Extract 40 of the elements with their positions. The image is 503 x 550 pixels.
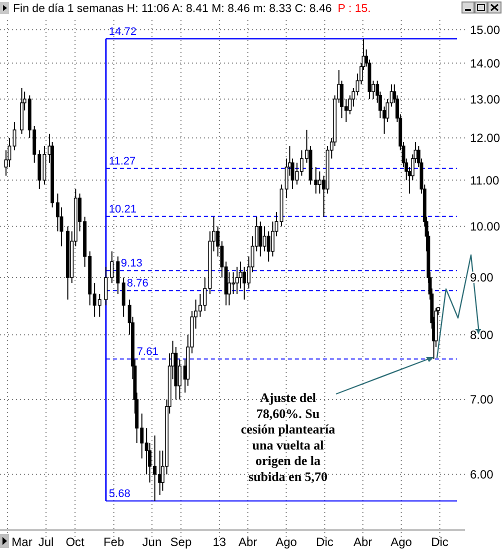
ref-line-label: 8.76 xyxy=(126,278,148,290)
x-tick-label: Ago xyxy=(276,535,298,549)
x-tick-label: Oct xyxy=(66,535,86,549)
y-tick-label: 13.00 xyxy=(470,92,500,106)
ref-line-label: 11.27 xyxy=(108,155,136,168)
candlestick xyxy=(110,250,114,284)
ref-line-label: 9.13 xyxy=(120,258,142,270)
ref-line-label: 14.72 xyxy=(108,26,136,38)
candlestick xyxy=(258,221,262,257)
candlestick xyxy=(122,277,126,318)
candlestick xyxy=(116,256,120,295)
x-tick-label: Sep xyxy=(170,535,192,549)
x-tick-label: Feb xyxy=(103,535,124,549)
chart-subtitle: P : 15. xyxy=(338,3,371,15)
x-tick-label: Mar xyxy=(12,535,32,549)
candlestick xyxy=(314,166,318,194)
y-tick-label: 7.00 xyxy=(470,392,494,407)
x-tick-label: Dic xyxy=(316,535,334,549)
y-tick-label: 6.00 xyxy=(470,468,494,482)
x-tick-label: Ago xyxy=(390,535,412,549)
candlestick xyxy=(318,170,322,194)
candlestick xyxy=(266,230,270,262)
x-tick-label: Abr xyxy=(238,535,258,549)
y-tick-label: 10.00 xyxy=(470,220,500,234)
candlestick xyxy=(104,266,108,306)
y-tick-label: 11.00 xyxy=(470,173,500,188)
ref-line-label: 10.21 xyxy=(108,203,136,216)
x-tick-label: Dic xyxy=(431,535,448,549)
x-tick-label: Jul xyxy=(38,535,54,549)
x-tick-label: Jun xyxy=(142,535,162,549)
y-tick-label: 15.00 xyxy=(470,22,500,37)
chart-title: Fin de día 1 semanas H: 11:06 A: 8.41 M: 8.46 m: 8.33 C: 8.46 xyxy=(13,3,332,15)
x-tick-label: 13 xyxy=(212,535,226,549)
annotation: Ajuste del 78,60%. Su cesión plantearía una vuelta al origen de la subida en 5,70 xyxy=(240,390,336,484)
y-tick-label: 12.00 xyxy=(470,131,500,146)
ref-line-label: 5.68 xyxy=(108,488,130,500)
ref-line-label: 7.61 xyxy=(136,346,158,358)
y-tick-label: 8.00 xyxy=(470,328,494,342)
x-tick-label: Abr xyxy=(354,535,372,549)
y-tick-label: 14.00 xyxy=(470,56,500,70)
